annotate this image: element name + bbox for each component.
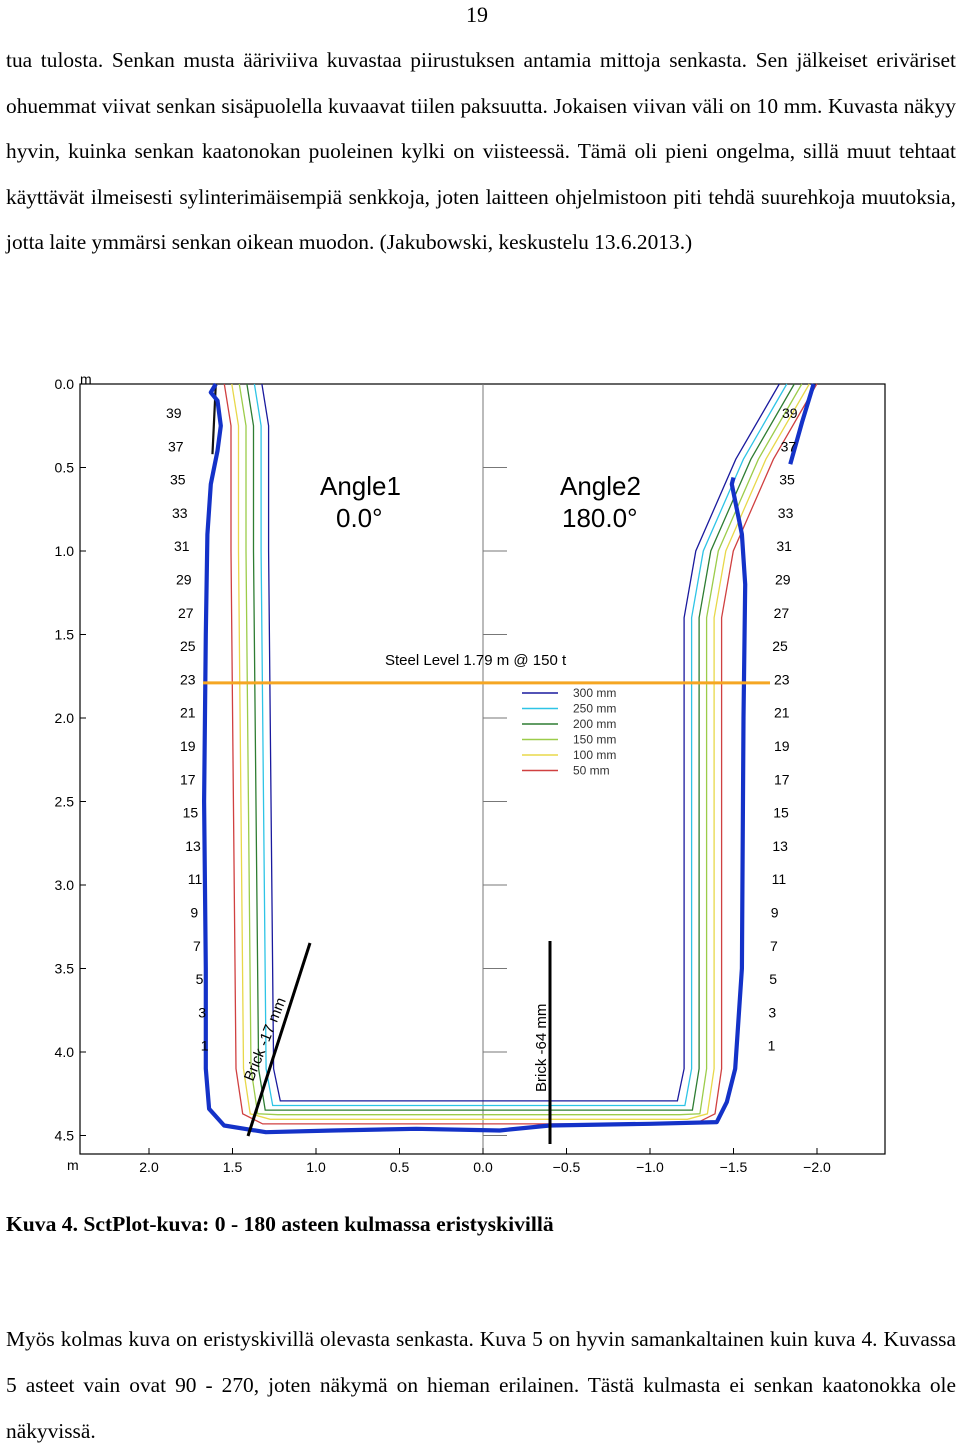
- row-label-left: 33: [172, 505, 188, 521]
- row-label-right: 19: [774, 738, 790, 754]
- contour-line: [231, 383, 810, 1120]
- row-label-left: 15: [183, 805, 199, 821]
- x-axis-unit: m: [67, 1157, 79, 1173]
- page-number: 19: [466, 2, 488, 27]
- row-label-left: 11: [188, 871, 203, 887]
- row-label-left: 25: [180, 638, 196, 654]
- legend-label: 50 mm: [573, 764, 610, 778]
- row-label-right: 15: [773, 805, 789, 821]
- legend-label: 150 mm: [573, 733, 616, 747]
- body-paragraph-2: Myös kolmas kuva on eristyskivillä oleva…: [6, 1327, 956, 1443]
- ladle-thickness-contours: [223, 383, 818, 1125]
- y-tick-label: 3.0: [55, 877, 75, 893]
- row-label-right: 35: [779, 472, 795, 488]
- row-label-right: 23: [774, 671, 790, 687]
- row-label-right: 5: [769, 971, 777, 987]
- center-ticks: [483, 467, 507, 1136]
- scan-profile-right-upper: [788, 383, 816, 465]
- figure-caption: Kuva 4. SctPlot-kuva: 0 - 180 asteen kul…: [6, 1212, 554, 1236]
- y-tick-label: 1.0: [55, 543, 75, 559]
- row-label-left: 39: [166, 405, 182, 421]
- row-label-left: 35: [170, 472, 186, 488]
- row-label-left: 31: [174, 538, 190, 554]
- x-tick-label: −1.5: [720, 1159, 748, 1175]
- legend-label: 250 mm: [573, 702, 616, 716]
- row-label-right: 39: [782, 405, 798, 421]
- row-label-left: 21: [180, 705, 196, 721]
- steel-level-label: Steel Level 1.79 m @ 150 t: [385, 652, 567, 669]
- row-label-right: 11: [772, 871, 787, 887]
- x-tick-label: −1.0: [636, 1159, 664, 1175]
- row-label-right: 9: [771, 905, 779, 921]
- row-label-left: 9: [190, 905, 198, 921]
- x-tick-label: 0.0: [473, 1159, 493, 1175]
- y-tick-label: 0.0: [55, 376, 75, 392]
- y-axis-ticks: 0.0 0.5 1.0 1.5 2.0 2.5 3.0 3.5 4.0 4.5: [55, 376, 86, 1144]
- row-label-left: 13: [185, 838, 201, 854]
- row-label-right: 13: [772, 838, 788, 854]
- row-label-right: 21: [774, 705, 790, 721]
- x-tick-label: −2.0: [803, 1159, 831, 1175]
- legend-label: 100 mm: [573, 748, 616, 762]
- x-tick-label: 0.5: [390, 1159, 410, 1175]
- row-label-left: 19: [180, 738, 196, 754]
- row-label-right: 7: [770, 938, 778, 954]
- y-tick-label: 2.0: [55, 710, 75, 726]
- row-label-left: 3: [198, 1004, 206, 1020]
- y-tick-label: 1.5: [55, 627, 75, 643]
- contour-line: [253, 383, 788, 1107]
- row-label-right: 27: [774, 605, 790, 621]
- x-tick-label: 2.0: [139, 1159, 159, 1175]
- scan-profile: [202, 382, 748, 1135]
- angle1-label: Angle1: [320, 471, 401, 501]
- contour-line: [246, 383, 795, 1111]
- y-tick-label: 0.5: [55, 460, 75, 476]
- row-label-left: 23: [180, 671, 196, 687]
- row-label-left: 5: [196, 971, 204, 987]
- y-axis-unit: m: [80, 371, 92, 387]
- body-paragraph-1: tua tulosta. Senkan musta ääriviiva kuva…: [6, 48, 956, 255]
- row-label-right: 1: [768, 1038, 776, 1054]
- brick-right-label: Brick -64 mm: [533, 1004, 550, 1092]
- row-label-right: 37: [781, 438, 797, 454]
- row-label-right: 25: [772, 638, 788, 654]
- angle2-value: 180.0°: [562, 503, 637, 533]
- row-label-right: 17: [774, 771, 790, 787]
- legend-label: 300 mm: [573, 686, 616, 700]
- y-tick-label: 4.0: [55, 1044, 75, 1060]
- brick-left-marker: [246, 942, 312, 1137]
- row-label-right: 29: [775, 572, 791, 588]
- row-label-left: 7: [193, 938, 201, 954]
- row-label-left: 1: [201, 1038, 209, 1054]
- row-label-right: 3: [768, 1004, 776, 1020]
- row-label-left: 29: [176, 572, 192, 588]
- row-label-left: 17: [180, 771, 196, 787]
- y-tick-label: 2.5: [55, 794, 75, 810]
- legend-label: 200 mm: [573, 717, 616, 731]
- row-label-left: 37: [168, 438, 184, 454]
- x-tick-label: 1.5: [223, 1159, 243, 1175]
- x-tick-label: 1.0: [306, 1159, 326, 1175]
- x-tick-label: −0.5: [553, 1159, 581, 1175]
- row-label-right: 31: [776, 538, 792, 554]
- contour-line: [261, 383, 780, 1102]
- angle1-value: 0.0°: [336, 503, 383, 533]
- contour-line: [238, 383, 803, 1116]
- row-label-right: 33: [778, 505, 794, 521]
- x-axis-ticks: 2.0 1.5 1.0 0.5 0.0 −0.5 −1.0 −1.5 −2.0: [139, 1148, 831, 1175]
- sctplot-figure: 0.0 0.5 1.0 1.5 2.0 2.5 3.0 3.5 4.0 4.5 2.0 1.5 1.0…: [55, 371, 886, 1175]
- y-tick-label: 4.5: [55, 1128, 75, 1144]
- row-label-left: 27: [178, 605, 194, 621]
- y-tick-label: 3.5: [55, 961, 75, 977]
- angle2-label: Angle2: [560, 471, 641, 501]
